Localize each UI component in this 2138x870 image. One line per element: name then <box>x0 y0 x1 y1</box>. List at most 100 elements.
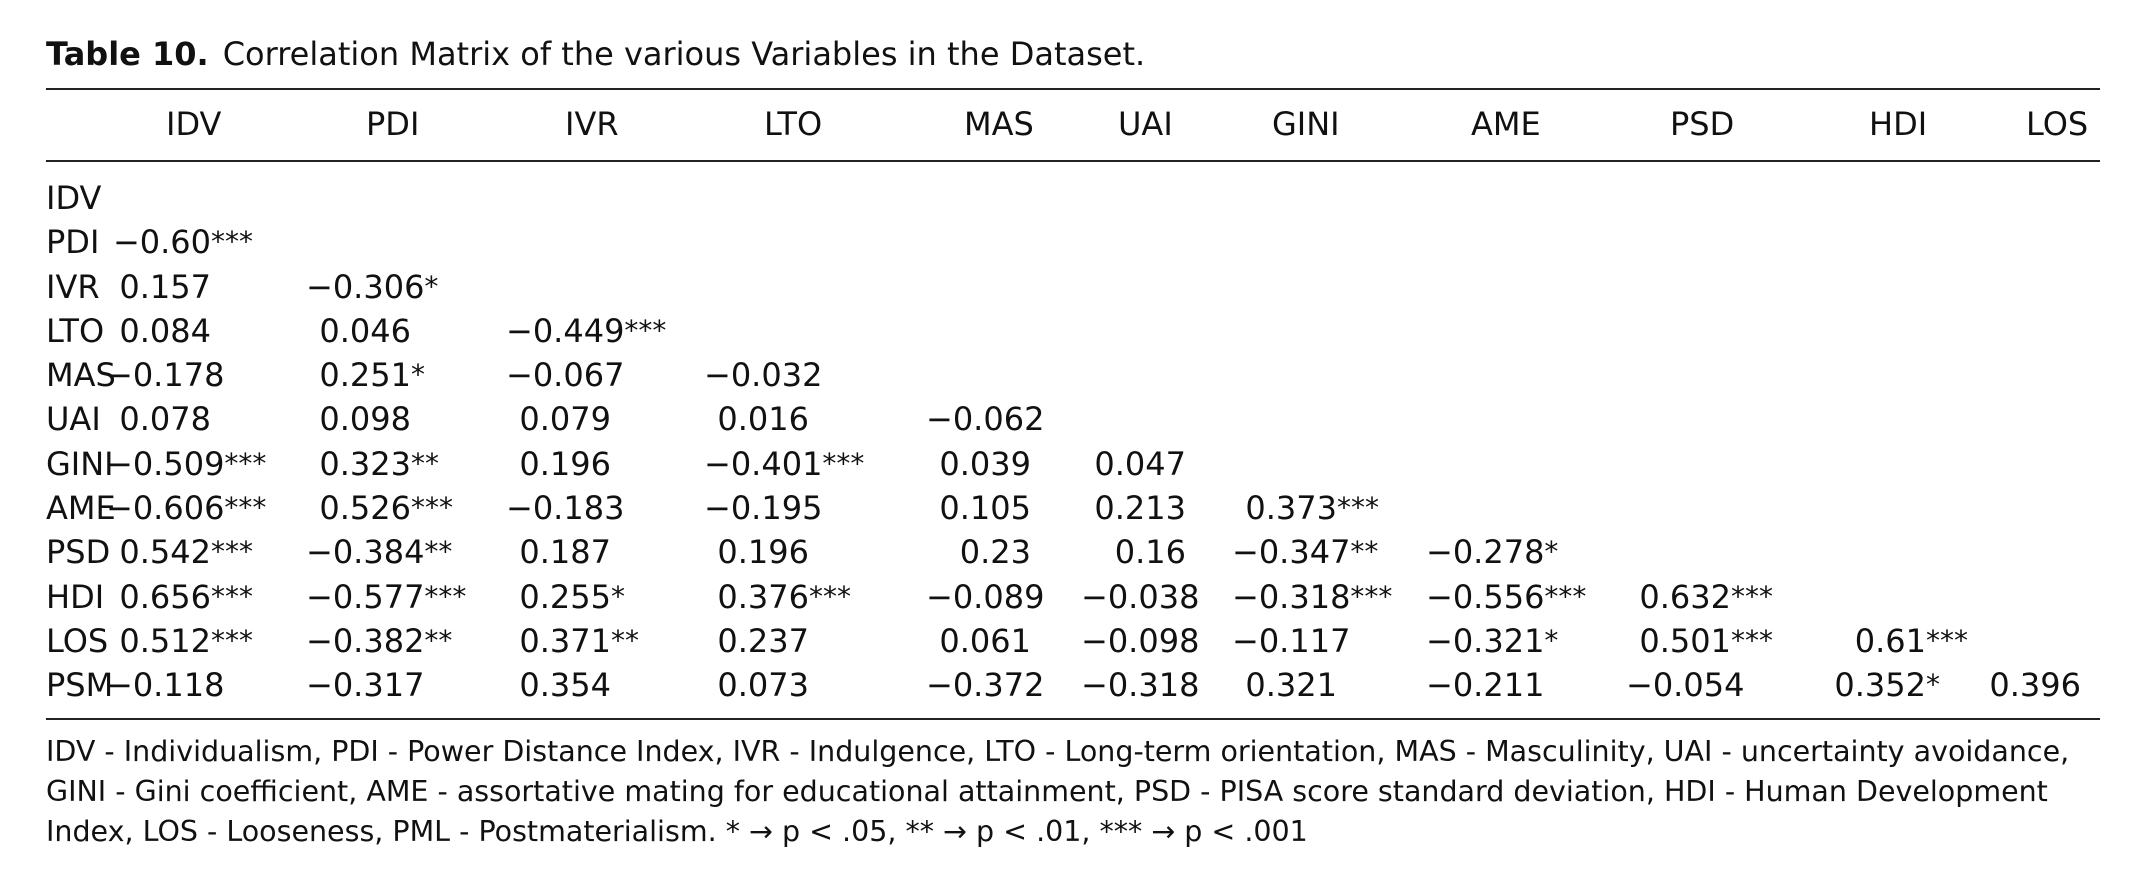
table-row: PSD 0.542*** −0.384** 0.187 0.196 0.23 0.16 −0.… <box>46 532 2100 576</box>
correlation-value: −0.384 <box>306 533 425 572</box>
correlation-value: 0.061 <box>939 621 1031 660</box>
correlation-value: 0.196 <box>519 444 611 483</box>
significance-stars: ** <box>611 623 639 657</box>
table-row: AME −0.606*** 0.526*** −0.183 −0.195 0.105 0.2… <box>46 488 2100 532</box>
row-label-psd: PSD <box>46 533 111 572</box>
correlation-value: −0.306 <box>306 267 425 306</box>
table-cell: 0.632*** <box>1626 577 1773 617</box>
significance-stars: *** <box>809 579 851 613</box>
significance-stars: *** <box>1544 579 1587 613</box>
correlation-value: −0.054 <box>1626 666 1745 705</box>
table-cell: −0.556*** <box>1426 577 1586 617</box>
significance-stars: *** <box>211 579 253 613</box>
correlation-value: −0.317 <box>306 666 425 705</box>
row-label-psm: PSM <box>46 666 114 705</box>
table-cell: 0.213 <box>1081 488 1186 528</box>
correlation-value: 0.047 <box>1094 444 1186 483</box>
table-cell: −0.054 <box>1626 665 1744 705</box>
correlation-value: 0.039 <box>939 444 1031 483</box>
correlation-value: 0.526 <box>319 489 411 528</box>
correlation-value: −0.577 <box>306 577 425 616</box>
table-cell: −0.317 <box>306 665 424 705</box>
table-cell: 0.098 <box>306 399 411 439</box>
correlation-value: 0.105 <box>939 489 1031 528</box>
significance-stars: *** <box>211 535 253 569</box>
significance-stars: ** <box>411 446 439 480</box>
table-number: Table 10. <box>46 35 209 73</box>
row-label-lto: LTO <box>46 311 105 350</box>
correlation-value: −0.318 <box>1232 577 1351 616</box>
row-label-ame: AME <box>46 489 116 528</box>
row-label-ivr: IVR <box>46 267 100 306</box>
correlation-value: 0.016 <box>717 400 809 439</box>
column-header-psd: PSD <box>1670 105 1735 143</box>
table-row: PSM −0.118 −0.317 0.354 0.073 −0.372 −0.318 0.3… <box>46 665 2100 709</box>
table-cell: −0.318*** <box>1232 577 1392 617</box>
correlation-value: 0.073 <box>717 666 809 705</box>
table-row: IVR 0.157 −0.306* <box>46 267 2100 311</box>
correlation-value: 0.098 <box>319 400 411 439</box>
table-cell: −0.211 <box>1426 665 1544 705</box>
column-header-gini: GINI <box>1272 105 1340 143</box>
row-label-gini: GINI <box>46 444 114 483</box>
correlation-value: −0.118 <box>106 666 225 705</box>
table-cell: −0.117 <box>1232 621 1350 661</box>
table-cell: −0.401*** <box>704 444 864 484</box>
table-cell: −0.384** <box>306 532 452 572</box>
correlation-value: 0.187 <box>519 533 611 572</box>
correlation-value: 0.656 <box>119 577 211 616</box>
table-cell: 0.073 <box>704 665 809 705</box>
table-cell: 0.084 <box>106 311 211 351</box>
table-cell: 0.323** <box>306 444 439 484</box>
table-cell: −0.098 <box>1081 621 1199 661</box>
correlation-value: 0.371 <box>519 621 611 660</box>
table-cell: −0.577*** <box>306 577 466 617</box>
correlation-value: 0.373 <box>1245 489 1337 528</box>
table-footnote: IDV - Individualism, PDI - Power Distanc… <box>46 735 2070 848</box>
header-rule <box>46 160 2100 162</box>
table-row: MAS −0.178 0.251* −0.067 −0.032 <box>46 355 2100 399</box>
table-cell: −0.382** <box>306 621 452 661</box>
table-cell: 0.061 <box>926 621 1031 661</box>
correlation-value: −0.318 <box>1081 666 1200 705</box>
table-cell: 0.61*** <box>1821 621 1968 661</box>
significance-stars: *** <box>822 446 865 480</box>
correlation-value: −0.321 <box>1426 621 1545 660</box>
significance-stars: *** <box>1350 579 1393 613</box>
table-cell: 0.16 <box>1081 532 1186 572</box>
table-cell: 0.251* <box>306 355 425 395</box>
table-cell: 0.078 <box>106 399 211 439</box>
significance-stars: *** <box>224 491 267 525</box>
table-cell: 0.187 <box>506 532 611 572</box>
correlation-value: −0.556 <box>1426 577 1545 616</box>
table-cell: 0.376*** <box>704 577 851 617</box>
significance-stars: * <box>1544 535 1559 569</box>
table-cell: 0.501*** <box>1626 621 1773 661</box>
significance-stars: ** <box>1350 535 1379 569</box>
column-header-los: LOS <box>2026 105 2089 143</box>
table-cell: 0.354 <box>506 665 611 705</box>
correlation-value: −0.067 <box>506 356 625 395</box>
correlation-value: 0.542 <box>119 533 211 572</box>
correlation-value: −0.211 <box>1426 666 1545 705</box>
significance-stars: *** <box>1337 491 1379 525</box>
table-cell: −0.032 <box>704 355 822 395</box>
table-cell: −0.509*** <box>106 444 266 484</box>
correlation-value: 0.16 <box>1114 533 1186 572</box>
table-cell: 0.371** <box>506 621 639 661</box>
table-cell: −0.347** <box>1232 532 1378 572</box>
correlation-value: 0.396 <box>1989 666 2081 705</box>
table-title: Correlation Matrix of the various Variab… <box>222 35 1146 73</box>
table-cell: 0.526*** <box>306 488 453 528</box>
table-cell: 0.352* <box>1821 665 1940 705</box>
table-body: IDV PDI −0.60*** IVR 0.157 −0.306* LTO 0.084 0.0… <box>46 178 2100 710</box>
row-label-pdi: PDI <box>46 223 100 262</box>
table-cell: −0.449*** <box>506 311 666 351</box>
table-cell: −0.062 <box>926 399 1044 439</box>
table-cell: −0.278* <box>1426 532 1558 572</box>
table-cell: −0.067 <box>506 355 624 395</box>
significance-stars: *** <box>411 491 453 525</box>
table-cell: 0.046 <box>306 311 411 351</box>
correlation-value: 0.255 <box>519 577 611 616</box>
